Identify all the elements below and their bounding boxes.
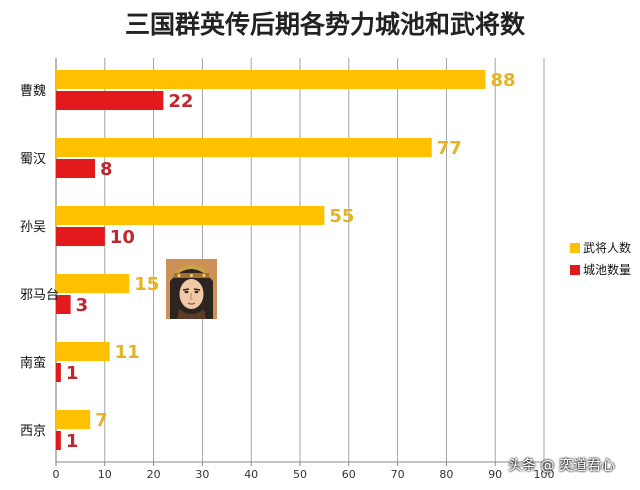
x-tick-label: 0	[53, 468, 60, 481]
chart-title: 三国群英传后期各势力城池和武将数	[125, 10, 526, 39]
x-tick-label: 30	[195, 468, 209, 481]
x-tick-label: 70	[391, 468, 405, 481]
x-tick-label: 60	[342, 468, 356, 481]
bar-generals	[56, 206, 325, 225]
x-tick-labels: 0 10 20 30 40 50 60 70 80 90 100	[53, 468, 555, 481]
data-label: 3	[76, 295, 89, 316]
warrior-portrait-icon	[166, 259, 217, 319]
bar-generals	[56, 342, 110, 361]
data-label: 22	[168, 91, 193, 112]
watermark-text: 头条 @ 奕道君心	[508, 458, 615, 474]
bar-cities	[56, 91, 164, 110]
bar-cities	[56, 295, 71, 314]
x-tick-label: 90	[488, 468, 502, 481]
legend-swatch	[570, 243, 580, 253]
bar-generals	[56, 410, 91, 429]
data-label: 7	[95, 410, 108, 431]
bar-cities	[56, 159, 96, 178]
x-tick-label: 10	[98, 468, 112, 481]
category-label: 邪马台	[20, 288, 59, 303]
data-label: 88	[490, 70, 515, 91]
data-label: 10	[110, 227, 135, 248]
data-label: 1	[66, 431, 79, 452]
grid-lines	[55, 58, 545, 466]
data-label: 15	[134, 274, 159, 295]
category-label: 蜀汉	[20, 152, 46, 167]
bar-cities	[56, 227, 105, 246]
x-tick-label: 40	[244, 468, 258, 481]
x-tick-label: 20	[147, 468, 161, 481]
bar-cities	[56, 363, 61, 382]
legend-swatch	[570, 265, 580, 275]
data-label: 8	[100, 159, 113, 180]
category-label: 南蛮	[20, 355, 46, 371]
bar-generals	[56, 138, 432, 157]
category-label: 西京	[20, 424, 46, 439]
data-label: 1	[66, 363, 79, 384]
bars	[56, 70, 486, 450]
bar-generals	[56, 274, 130, 293]
category-label: 曹魏	[20, 84, 46, 99]
legend-label: 城池数量	[583, 262, 631, 277]
legend-label: 武将人数	[583, 240, 631, 255]
x-tick-label: 80	[439, 468, 453, 481]
x-tick-label: 100	[534, 468, 555, 481]
category-label: 孙吴	[20, 220, 46, 235]
bar-generals	[56, 70, 486, 89]
data-label: 11	[115, 342, 140, 363]
data-label: 77	[437, 138, 462, 159]
data-label: 55	[329, 206, 354, 227]
x-tick-label: 50	[293, 468, 307, 481]
bar-cities	[56, 431, 61, 450]
